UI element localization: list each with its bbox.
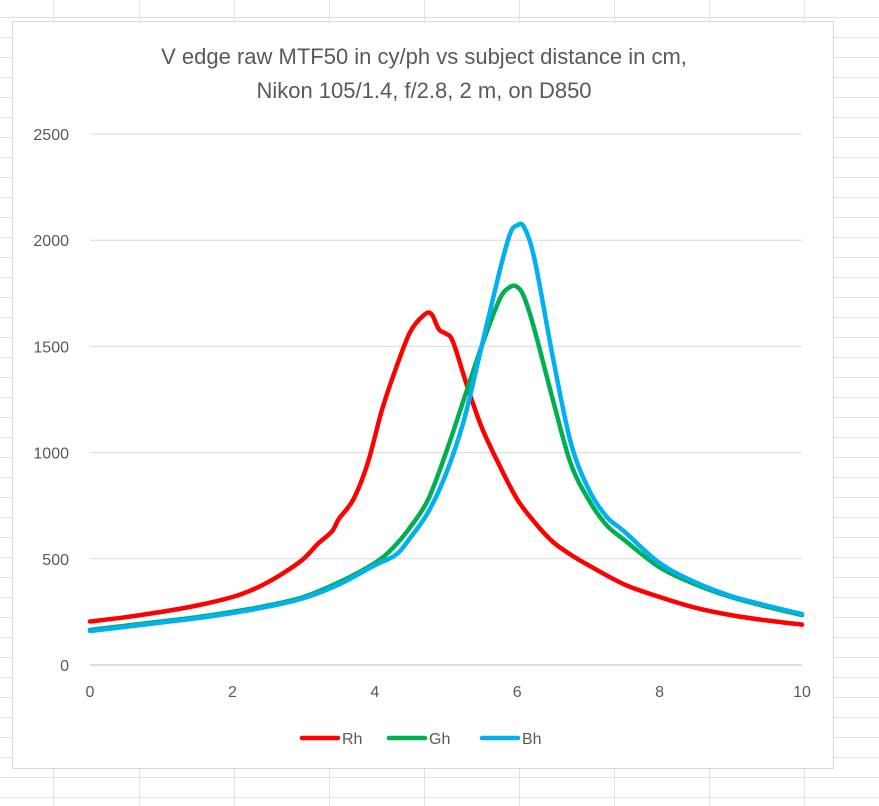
x-tick-label: 8 <box>655 684 664 701</box>
chart-area[interactable]: V edge raw MTF50 in cy/ph vs subject dis… <box>12 21 834 769</box>
x-tick-label: 6 <box>513 684 522 701</box>
chart-title-line-2: Nikon 105/1.4, f/2.8, 2 m, on D850 <box>256 78 591 103</box>
chart-title-line-1: V edge raw MTF50 in cy/ph vs subject dis… <box>161 44 687 69</box>
legend-label-rh: Rh <box>342 731 362 748</box>
y-axis-tick-labels: 0 500 1000 1500 2000 2500 <box>33 127 69 675</box>
y-tick-label: 2000 <box>33 233 69 250</box>
legend-label-gh: Gh <box>429 731 450 748</box>
series-line-rh <box>87 310 805 627</box>
line-chart: V edge raw MTF50 in cy/ph vs subject dis… <box>33 44 811 748</box>
x-tick-label: 0 <box>86 684 95 701</box>
legend-label-bh: Bh <box>522 731 542 748</box>
x-tick-label: 4 <box>370 684 379 701</box>
y-tick-label: 500 <box>42 552 69 569</box>
y-tick-label: 1500 <box>33 339 69 356</box>
horizontal-gridlines <box>90 133 802 560</box>
x-tick-label: 10 <box>793 684 811 701</box>
x-axis-tick-labels: 0 2 4 6 8 10 <box>86 684 811 701</box>
legend: Rh Gh Bh <box>299 731 542 748</box>
y-tick-label: 1000 <box>33 446 69 463</box>
x-tick-label: 2 <box>228 684 237 701</box>
series-line-bh <box>87 221 805 634</box>
series-line-gh <box>87 283 805 633</box>
y-tick-label: 0 <box>60 658 69 675</box>
y-tick-label: 2500 <box>33 127 69 144</box>
data-series <box>87 221 805 634</box>
